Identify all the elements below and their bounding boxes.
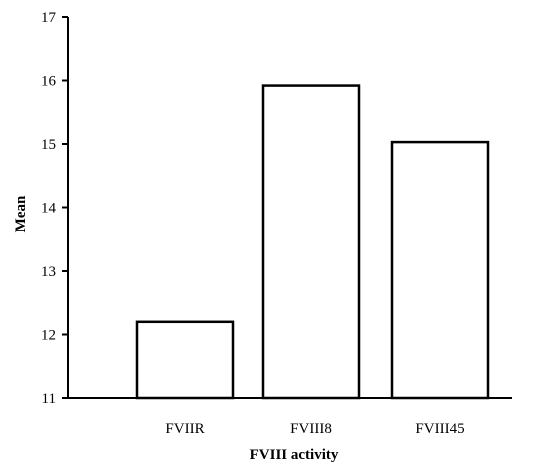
y-axis-title: Mean: [13, 195, 29, 232]
y-tick-label: 11: [42, 391, 56, 407]
y-tick-label: 13: [41, 264, 56, 280]
bar-fviii45: [390, 140, 490, 400]
x-tick-label: FVIIR: [165, 421, 204, 437]
x-tick-label: FVIII8: [290, 421, 332, 437]
y-tick-label: 17: [41, 10, 57, 26]
bar-fviir: [135, 320, 235, 400]
y-tick-label: 14: [41, 201, 57, 217]
y-tick-label: 16: [41, 74, 57, 90]
bars-group: [135, 84, 490, 400]
y-axis-ticks: 11 12 13 14 15 16 17: [41, 10, 68, 407]
y-tick-label: 12: [41, 328, 56, 344]
x-axis-title: FVIII activity: [250, 447, 339, 463]
bar-fviii8: [261, 84, 361, 400]
y-tick-label: 15: [41, 137, 56, 153]
x-axis-ticks: FVIIR FVIII8 FVIII45: [165, 421, 464, 437]
x-tick-label: FVIII45: [415, 421, 464, 437]
